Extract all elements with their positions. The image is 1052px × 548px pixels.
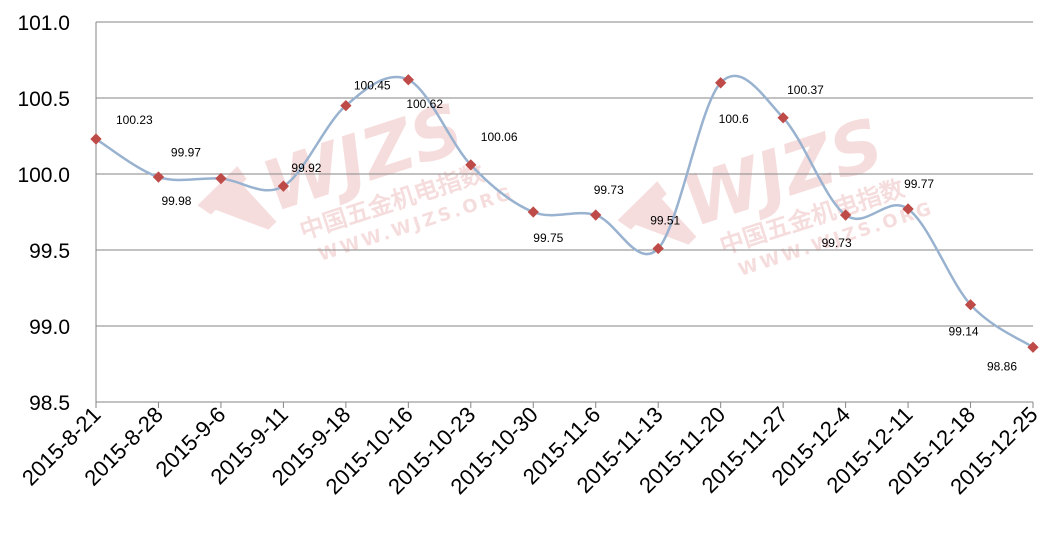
data-point-marker xyxy=(1027,341,1039,353)
watermark-arrow-head-icon xyxy=(197,166,247,215)
data-label: 99.51 xyxy=(650,213,680,227)
data-label: 99.77 xyxy=(904,177,934,191)
data-point-marker xyxy=(652,242,664,255)
y-tick-label: 101.0 xyxy=(17,12,70,35)
data-point-marker xyxy=(152,171,165,183)
data-point-marker xyxy=(277,180,290,192)
data-point-marker xyxy=(902,203,914,215)
data-point-marker xyxy=(402,74,414,86)
data-label: 100.62 xyxy=(406,97,443,111)
data-point-marker xyxy=(465,159,477,171)
data-label: 100.45 xyxy=(354,79,391,93)
y-tick-label: 98.5 xyxy=(29,392,70,415)
data-label: 99.97 xyxy=(171,146,201,160)
y-tick-label: 100.0 xyxy=(17,164,70,187)
data-label: 100.06 xyxy=(481,130,518,144)
data-point-marker xyxy=(964,299,977,311)
data-label: 100.23 xyxy=(116,113,153,127)
data-label: 100.6 xyxy=(719,112,749,126)
x-axis-ticks: 2015-8-212015-8-282015-9-62015-9-112015-… xyxy=(17,402,1043,499)
y-tick-label: 99.5 xyxy=(29,240,70,263)
data-point-marker xyxy=(215,172,227,185)
data-point-marker xyxy=(527,206,539,218)
data-point-marker xyxy=(839,209,852,221)
axes xyxy=(95,22,1033,403)
y-axis-ticks: 98.5 99.0 99.5 100.0 100.5 101.0 xyxy=(17,12,70,415)
data-label: 99.73 xyxy=(594,183,624,197)
y-tick-label: 100.5 xyxy=(17,88,70,111)
data-label: 99.14 xyxy=(949,325,979,339)
watermark-arrow-icon xyxy=(628,192,697,245)
data-label: 98.86 xyxy=(987,359,1017,373)
data-point-marker xyxy=(590,209,602,221)
watermark-arrow-head-icon xyxy=(617,181,667,230)
data-label: 99.92 xyxy=(291,161,321,175)
y-tick-label: 99.0 xyxy=(29,316,70,339)
data-label: 99.98 xyxy=(161,194,191,208)
data-label: 100.37 xyxy=(787,83,824,97)
data-label: 99.73 xyxy=(822,236,852,250)
data-label: 99.75 xyxy=(533,231,563,245)
watermark-arrow-icon xyxy=(208,177,277,230)
data-labels: 100.23 99.98 99.97 99.92 100.45 100.62 100.06 9… xyxy=(116,79,1017,374)
